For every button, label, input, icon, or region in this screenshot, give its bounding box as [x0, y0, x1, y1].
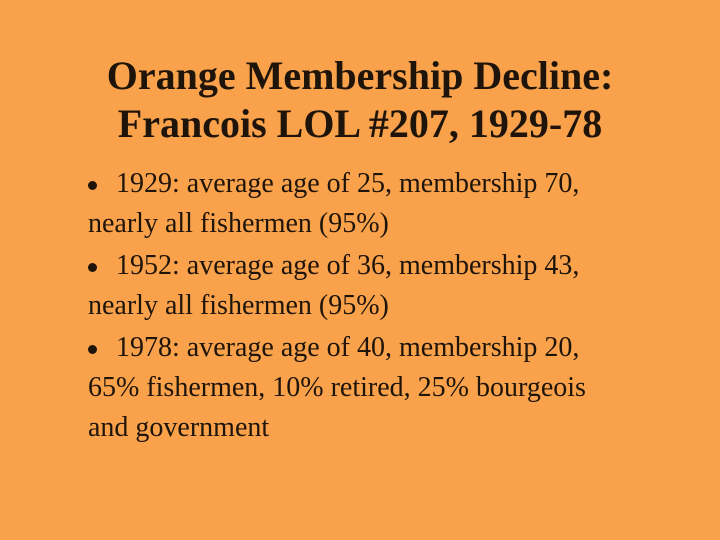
bullet-text: 1978: average age of 40, membership 20, — [116, 332, 580, 363]
bullet-text: nearly all fishermen (95%) — [88, 208, 389, 239]
bullet-text: and government — [88, 412, 270, 443]
bullet-text: nearly all fishermen (95%) — [88, 290, 389, 321]
bullet-marker — [88, 263, 97, 272]
title-line: Orange Membership Decline: — [106, 53, 614, 98]
bullet-marker — [88, 345, 97, 354]
bullet-text: 1929: average age of 25, membership 70, — [116, 168, 580, 199]
bullet-text: 65% fishermen, 10% retired, 25% bourgeoi… — [88, 372, 586, 403]
bullet-text: 1952: average age of 36, membership 43, — [116, 250, 580, 281]
title-line: Francois LOL #207, 1929-78 — [117, 101, 603, 146]
bullet-marker — [88, 181, 97, 190]
slide-title: Orange Membership Decline: Francois LOL #… — [0, 52, 720, 148]
